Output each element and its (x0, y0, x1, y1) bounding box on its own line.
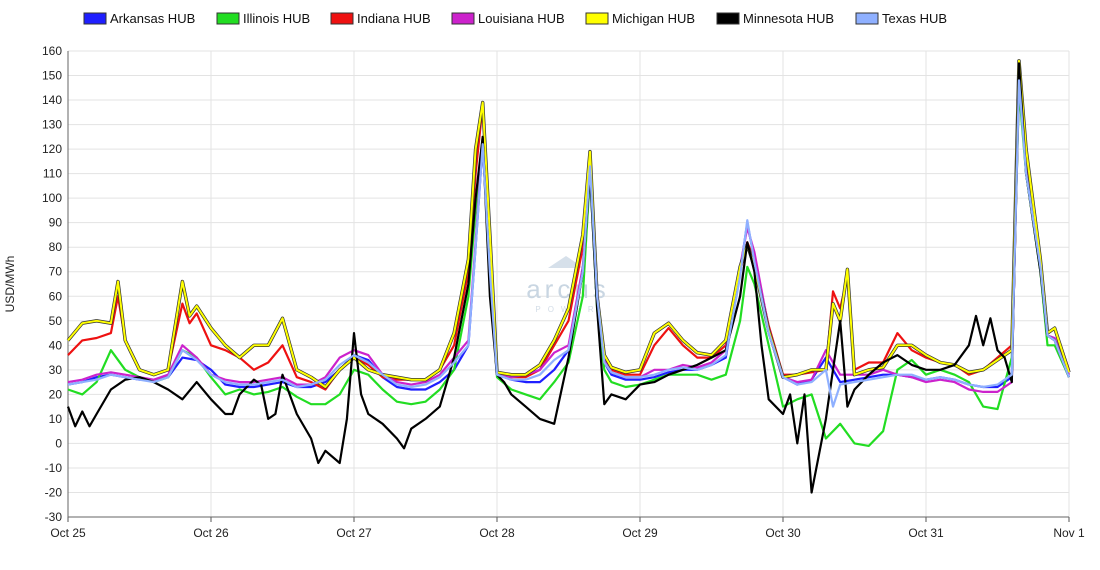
y-tick-label: 140 (42, 93, 62, 107)
series-line-michigan-hub (67, 59, 1070, 388)
legend-swatch (83, 12, 107, 25)
legend-item-louisiana-hub: Louisiana HUB (451, 11, 565, 26)
legend-item-michigan-hub: Michigan HUB (585, 11, 695, 26)
x-tick-label: Oct 28 (479, 526, 515, 540)
legend-label: Michigan HUB (612, 11, 695, 26)
legend-item-illinois-hub: Illinois HUB (216, 11, 310, 26)
y-tick-label: 40 (49, 338, 63, 352)
y-tick-label: 50 (49, 314, 63, 328)
legend-swatch (330, 12, 354, 25)
x-tick-label: Oct 26 (193, 526, 229, 540)
y-tick-label: 30 (49, 363, 63, 377)
y-tick-label: -10 (45, 461, 63, 475)
watermark-brand: arcus (526, 274, 610, 304)
legend: Arkansas HUB Illinois HUB Indiana HUB Louis… (83, 11, 947, 26)
legend-swatch (451, 12, 475, 25)
legend-item-texas-hub: Texas HUB (855, 11, 947, 26)
series-line-texas-hub (67, 79, 1071, 408)
y-tick-label: 20 (49, 387, 63, 401)
y-tick-label: 120 (42, 142, 62, 156)
y-tick-label: -20 (45, 485, 63, 499)
y-tick-label: 60 (49, 289, 63, 303)
legend-item-minnesota-hub: Minnesota HUB (716, 11, 834, 26)
y-tick-label: -30 (45, 510, 63, 524)
legend-swatch (585, 12, 609, 25)
legend-item-indiana-hub: Indiana HUB (330, 11, 431, 26)
legend-swatch (855, 12, 879, 25)
y-axis-label: USD/MWh (3, 256, 17, 313)
x-tick-label: Oct 31 (908, 526, 944, 540)
x-tick-label: Oct 30 (765, 526, 801, 540)
y-tick-label: 130 (42, 118, 62, 132)
legend-label: Louisiana HUB (478, 11, 565, 26)
legend-label: Texas HUB (882, 11, 947, 26)
legend-label: Arkansas HUB (110, 11, 195, 26)
y-tick-label: 150 (42, 69, 62, 83)
y-tick-label: 0 (55, 436, 62, 450)
series-line-illinois-hub (67, 89, 1071, 447)
x-tick-label: Oct 27 (336, 526, 372, 540)
series-lines (66, 59, 1071, 494)
watermark-mark-icon (548, 256, 584, 268)
legend-label: Minnesota HUB (743, 11, 834, 26)
y-tick-label: 160 (42, 44, 62, 58)
x-tick-label: Oct 29 (622, 526, 658, 540)
x-tick-label: Oct 25 (50, 526, 86, 540)
y-tick-label: 80 (49, 240, 63, 254)
watermark-sub: POWER (535, 305, 600, 314)
legend-swatch (716, 12, 740, 25)
series-line-louisiana-hub (67, 69, 1071, 393)
legend-label: Indiana HUB (357, 11, 431, 26)
legend-swatch (216, 12, 240, 25)
y-tick-label: 10 (49, 412, 63, 426)
y-tick-label: 110 (43, 167, 62, 181)
watermark: arcus POWER (526, 256, 610, 314)
x-tick-label: Nov 1 (1053, 526, 1085, 540)
legend-label: Illinois HUB (243, 11, 310, 26)
y-tick-label: 100 (42, 191, 62, 205)
y-tick-label: 90 (49, 216, 63, 230)
axes: -30 -20 -10 0 10 20 30 40 50 60 70 80 90 100 110 120 130… (42, 44, 1085, 540)
y-tick-label: 70 (49, 265, 63, 279)
legend-item-arkansas-hub: Arkansas HUB (83, 11, 195, 26)
grid (67, 50, 1070, 518)
